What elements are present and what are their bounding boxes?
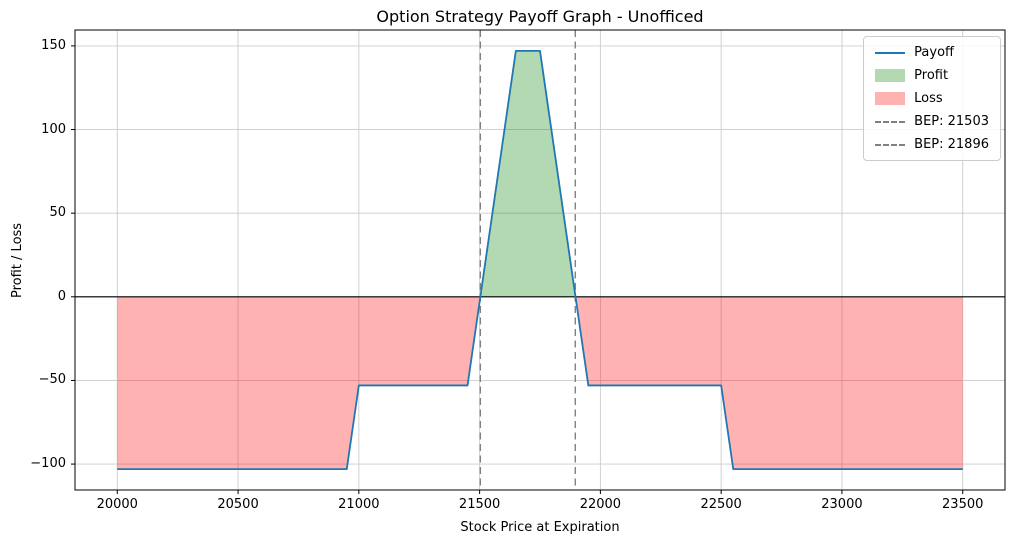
y-tick-label: 100 [41, 121, 66, 137]
x-tick-label: 21000 [338, 497, 380, 512]
x-tick-label: 21500 [458, 497, 501, 512]
axes-border [74, 29, 1006, 491]
legend-item-profit: Profit [875, 68, 989, 83]
legend-label-profit: Profit [914, 68, 949, 83]
y-tick-label: −100 [30, 456, 66, 472]
chart-title: Option Strategy Payoff Graph - Unofficed [376, 7, 704, 26]
payoff-line-swatch [875, 51, 906, 54]
x-tick-label: 23000 [821, 497, 863, 512]
x-tick-label: 22000 [579, 497, 622, 512]
x-tick-label: 23500 [942, 497, 984, 512]
legend-label-loss: Loss [914, 91, 943, 106]
loss-fill [575, 296, 963, 470]
profit-patch-swatch [875, 69, 906, 82]
y-tick-label: 0 [57, 288, 66, 304]
legend-label-payoff: Payoff [914, 45, 954, 60]
x-axis-label: Stock Price at Expiration [460, 520, 620, 535]
legend-item-loss: Loss [875, 91, 989, 106]
y-tick-label: −50 [38, 372, 66, 388]
x-tick-label: 20000 [96, 497, 138, 512]
bep-dashed-swatch [875, 143, 906, 146]
legend: Payoff Profit Loss BEP: 21503 BEP: 21896 [863, 36, 1001, 161]
x-tick-label: 22500 [700, 497, 742, 512]
loss-fill [117, 296, 481, 470]
legend-item-payoff: Payoff [875, 45, 989, 60]
bep-dashed-swatch [875, 120, 906, 123]
y-tick-label: 50 [49, 205, 66, 221]
y-tick-label: 150 [41, 37, 66, 53]
legend-label-bep-1: BEP: 21503 [914, 114, 989, 129]
loss-patch-swatch [875, 92, 906, 105]
legend-item-bep-2: BEP: 21896 [875, 137, 989, 152]
x-tick-label: 20500 [217, 497, 259, 512]
profit-fill [480, 50, 576, 297]
legend-label-bep-2: BEP: 21896 [914, 137, 989, 152]
legend-item-bep-1: BEP: 21503 [875, 114, 989, 129]
y-axis-label: Profit / Loss [10, 222, 25, 298]
payoff-line [117, 50, 963, 470]
